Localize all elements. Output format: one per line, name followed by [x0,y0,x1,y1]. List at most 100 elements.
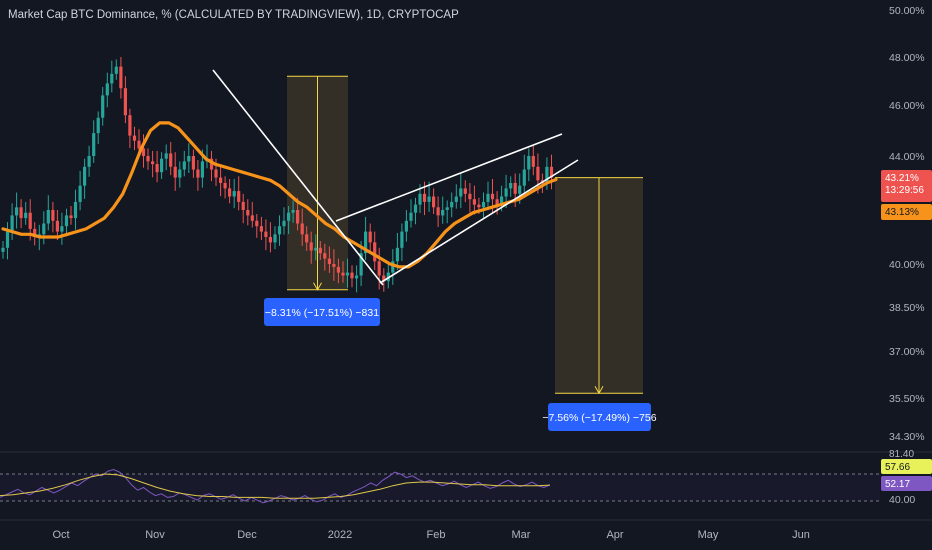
candle-body [481,201,486,208]
candle-body [454,196,458,202]
candle-body [33,228,37,237]
candle-body [373,242,377,262]
price-axis[interactable]: 50.00%48.00%46.00%44.00%42.00%40.00%38.5… [889,5,925,506]
candle-body [391,261,395,273]
candle-body [436,207,440,216]
candle-body [173,166,177,178]
measurement-boxes[interactable] [287,75,643,395]
candle-body [500,196,504,205]
candle-body [146,156,150,162]
candle-body [169,153,173,167]
candle-body [123,88,127,116]
candle-body [15,207,19,216]
candle-body [114,66,118,74]
candle-body [200,161,204,178]
candle-body [141,148,146,156]
candle-body [151,161,155,165]
candle-body [19,207,23,219]
candle-body [504,188,508,197]
measure-arrow-head-2 [594,386,604,395]
time-tick-label: Mar [512,529,531,541]
candle-body [51,210,55,221]
candle-body [241,201,245,210]
time-tick-label: Feb [427,529,446,541]
candle-body [468,193,472,200]
candle-body [46,210,50,224]
price-tick-label: 50.00% [889,5,925,17]
price-tick-label: 35.50% [889,393,925,405]
chart-title: Market Cap BTC Dominance, % (CALCULATED … [8,9,459,21]
candle-body [382,275,386,282]
candle-body [314,247,318,251]
rsi-value-badge-box [881,476,932,491]
time-tick-label: 2022 [328,529,352,541]
candle-body [223,183,227,189]
measure-arrow-head-1 [313,282,322,291]
candle-body [24,212,28,219]
price-tick-label: 44.00% [889,151,925,163]
time-tick-label: Nov [145,529,165,541]
measure-label-text-1: −8.31% (−17.51%) −831 [265,307,379,319]
candle-body [105,83,109,96]
candle-body [418,193,422,205]
candle-body [250,215,254,221]
time-tick-label: Apr [606,529,623,541]
candle-body [277,226,282,235]
candle-body [513,183,517,194]
candle-body [42,223,46,235]
measure-label-box-1 [264,298,380,326]
rsi-pane [0,468,880,504]
candle-body [28,212,32,229]
candlestick-series [1,57,554,293]
measure-label-box-2 [548,403,651,431]
candle-body [78,185,82,202]
candle-body [413,204,418,213]
rsi-ma-line [0,473,551,499]
moving-average-series [1,121,558,269]
candle-body [323,253,327,259]
candle-body [450,201,454,208]
candle-body [490,193,495,200]
candle-body [296,210,300,224]
current-price-badge-text: 13:29:56 [885,185,924,196]
candle-body [463,188,467,194]
trendline-drawings[interactable] [212,69,579,286]
candle-body [196,169,200,178]
candle-body [1,247,5,252]
candle-body [527,156,531,170]
candle-body [404,220,408,232]
candle-body [386,272,390,282]
candle-body [160,158,164,173]
candle-body [364,231,368,254]
candle-body [486,193,490,202]
candle-body [219,177,223,183]
candle-body [341,272,345,276]
candle-body [110,73,114,84]
time-axis[interactable]: Oct Nov Dec 2022 Feb Mar Apr May Jun [52,529,809,541]
candle-body [395,247,399,262]
candle-body [427,196,431,202]
candle-body [305,234,309,243]
candle-body [332,264,336,267]
candle-body [518,185,522,194]
time-tick-label: Jun [792,529,810,541]
rsi-band [0,474,880,501]
price-badges: 43.21%13:29:56 43.13% 57.66 52.17 [881,170,932,491]
candle-body [477,204,481,208]
candle-body [377,261,381,276]
price-tick-label: 37.00% [889,346,925,358]
time-tick-label: Oct [52,529,69,541]
trendline-2 [335,133,563,222]
candle-body [318,247,322,254]
candle-body [273,234,277,243]
candle-body [359,253,363,276]
moving-average-line [1,121,558,269]
ma-value-badge-text: 43.13% [885,207,919,218]
candle-body [83,166,87,186]
candle-body [549,166,554,178]
trendline-1 [212,69,384,286]
candle-body [282,220,286,227]
rsi-axis-label: 40.00 [889,494,915,506]
